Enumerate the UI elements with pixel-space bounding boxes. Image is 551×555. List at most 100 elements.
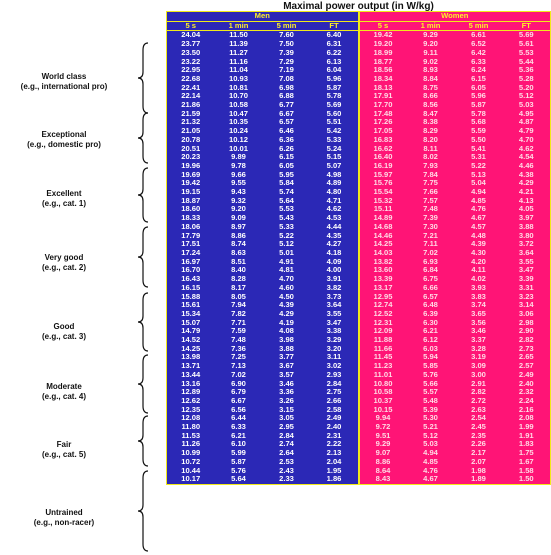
men-ft-cell: 4.00 — [310, 266, 359, 276]
brace-good — [137, 292, 149, 352]
women-1min-cell: 5.48 — [406, 396, 455, 406]
women-ft-cell: 1.67 — [502, 457, 551, 467]
men-5s-cell: 22.41 — [166, 83, 215, 93]
table-row: 19.69 9.66 5.95 4.98 15.97 7.84 5.13 4.38 — [166, 170, 551, 180]
women-5s-cell: 18.13 — [357, 83, 407, 93]
women-1min-cell: 6.66 — [406, 283, 455, 293]
women-1min-cell: 9.20 — [406, 40, 455, 49]
women-ft-cell: 2.16 — [502, 405, 551, 415]
men-1min-cell: 6.21 — [214, 431, 263, 441]
men-1min-cell: 8.40 — [214, 266, 263, 276]
category-example: (e.g., cat. 3) — [41, 332, 86, 341]
women-ft-cell: 5.61 — [502, 40, 551, 49]
category-example: (e.g., international pro) — [20, 82, 108, 91]
category-example: (e.g., domestic pro) — [27, 140, 101, 149]
women-5min-cell: 2.45 — [454, 423, 503, 432]
women-5min-cell: 4.30 — [454, 248, 503, 258]
category-name: Very good — [44, 253, 84, 262]
table-row: 12.62 6.67 3.26 2.66 10.37 5.48 2.72 2.24 — [166, 396, 551, 406]
men-5s-cell: 18.33 — [166, 214, 215, 223]
women-col-1min: 1 min — [406, 21, 455, 32]
men-5min-cell: 3.98 — [262, 336, 311, 345]
men-5s-cell: 19.96 — [166, 161, 215, 171]
men-5min-cell: 7.50 — [262, 40, 311, 49]
women-5min-cell: 4.20 — [454, 257, 503, 267]
men-5min-cell: 6.15 — [262, 153, 311, 162]
men-5min-cell: 3.36 — [262, 388, 311, 397]
men-col-5min: 5 min — [262, 21, 311, 32]
women-1min-cell: 7.21 — [406, 231, 455, 241]
men-5min-cell: 6.67 — [262, 109, 311, 119]
category-label-exceptional: Exceptional (e.g., domestic pro) — [0, 130, 128, 150]
table-row: 13.44 7.02 3.57 2.93 11.01 5.76 3.00 2.49 — [166, 370, 551, 380]
men-1min-cell: 8.86 — [214, 231, 263, 241]
men-ft-cell: 4.98 — [310, 170, 359, 180]
table-row: 17.79 8.86 5.22 4.35 14.46 7.21 4.48 3.80 — [166, 231, 551, 241]
men-1min-cell: 11.50 — [214, 30, 263, 41]
men-5s-cell: 10.99 — [166, 449, 215, 458]
women-ft-cell: 1.99 — [502, 423, 551, 432]
men-1min-cell: 10.35 — [214, 118, 263, 128]
women-1min-cell: 7.57 — [406, 196, 455, 206]
women-5s-cell: 8.43 — [357, 475, 407, 485]
men-ft-cell: 3.20 — [310, 344, 359, 354]
women-5min-cell: 5.13 — [454, 170, 503, 180]
women-5min-cell: 3.37 — [454, 336, 503, 345]
table-row: 14.79 7.59 4.08 3.38 12.09 6.21 3.46 2.90 — [166, 327, 551, 337]
women-5s-cell: 14.03 — [357, 248, 407, 258]
table-head: Men Women 5 s 1 min 5 min FT 5 s 1 min 5… — [166, 11, 551, 32]
men-5min-cell: 6.36 — [262, 135, 311, 145]
women-1min-cell: 5.66 — [406, 379, 455, 389]
men-5min-cell: 6.77 — [262, 101, 311, 110]
men-5s-cell: 11.53 — [166, 431, 215, 441]
men-5s-cell: 16.15 — [166, 283, 215, 293]
men-5s-cell: 16.43 — [166, 275, 215, 284]
men-ft-cell: 6.40 — [310, 30, 359, 41]
men-ft-cell: 5.07 — [310, 161, 359, 171]
men-1min-cell: 7.82 — [214, 309, 263, 319]
men-5min-cell: 4.60 — [262, 283, 311, 293]
table-row: 18.60 9.20 5.53 4.62 15.11 7.48 4.76 4.05 — [166, 205, 551, 215]
women-5s-cell: 14.89 — [357, 214, 407, 223]
women-5min-cell: 3.00 — [454, 370, 503, 380]
women-5min-cell: 5.50 — [454, 135, 503, 145]
table-row: 22.41 10.81 6.98 5.87 18.13 8.75 6.05 5.20 — [166, 83, 551, 93]
men-1min-cell: 5.99 — [214, 449, 263, 458]
men-5min-cell: 4.81 — [262, 266, 311, 276]
men-ft-cell: 2.40 — [310, 423, 359, 432]
men-ft-cell: 3.38 — [310, 327, 359, 337]
women-ft-cell: 2.73 — [502, 344, 551, 354]
category-name: Good — [53, 322, 75, 331]
women-5s-cell: 9.72 — [357, 423, 407, 432]
table-row: 23.77 11.39 7.50 6.31 19.20 9.20 6.52 5.61 — [166, 40, 551, 49]
men-5min-cell: 5.53 — [262, 205, 311, 215]
men-ft-cell: 6.04 — [310, 66, 359, 75]
men-1min-cell: 11.27 — [214, 48, 263, 58]
men-5min-cell: 6.57 — [262, 118, 311, 128]
women-5s-cell: 16.83 — [357, 135, 407, 145]
men-5min-cell: 5.12 — [262, 240, 311, 249]
women-5min-cell: 4.94 — [454, 188, 503, 197]
men-ft-cell: 6.31 — [310, 40, 359, 49]
women-ft-cell: 3.39 — [502, 275, 551, 284]
men-5min-cell: 4.08 — [262, 327, 311, 337]
men-5s-cell: 11.26 — [166, 440, 215, 450]
men-5s-cell: 13.16 — [166, 379, 215, 389]
men-ft-cell: 6.22 — [310, 48, 359, 58]
table-row: 16.97 8.51 4.91 4.09 13.82 6.93 4.20 3.55 — [166, 257, 551, 267]
men-1min-cell: 8.51 — [214, 257, 263, 267]
men-1min-cell: 10.12 — [214, 135, 263, 145]
women-5min-cell: 1.89 — [454, 475, 503, 485]
men-1min-cell: 7.13 — [214, 362, 263, 371]
women-5min-cell: 6.24 — [454, 66, 503, 75]
men-1min-cell: 7.02 — [214, 370, 263, 380]
men-ft-cell: 2.84 — [310, 379, 359, 389]
table-row: 10.44 5.76 2.43 1.95 8.64 4.76 1.98 1.58 — [166, 466, 551, 476]
men-ft-cell: 5.78 — [310, 92, 359, 102]
men-ft-cell: 4.35 — [310, 231, 359, 241]
men-ft-cell: 3.47 — [310, 318, 359, 328]
women-5min-cell: 3.74 — [454, 301, 503, 310]
women-5min-cell: 4.76 — [454, 205, 503, 215]
women-1min-cell: 8.20 — [406, 135, 455, 145]
women-1min-cell: 5.76 — [406, 370, 455, 380]
